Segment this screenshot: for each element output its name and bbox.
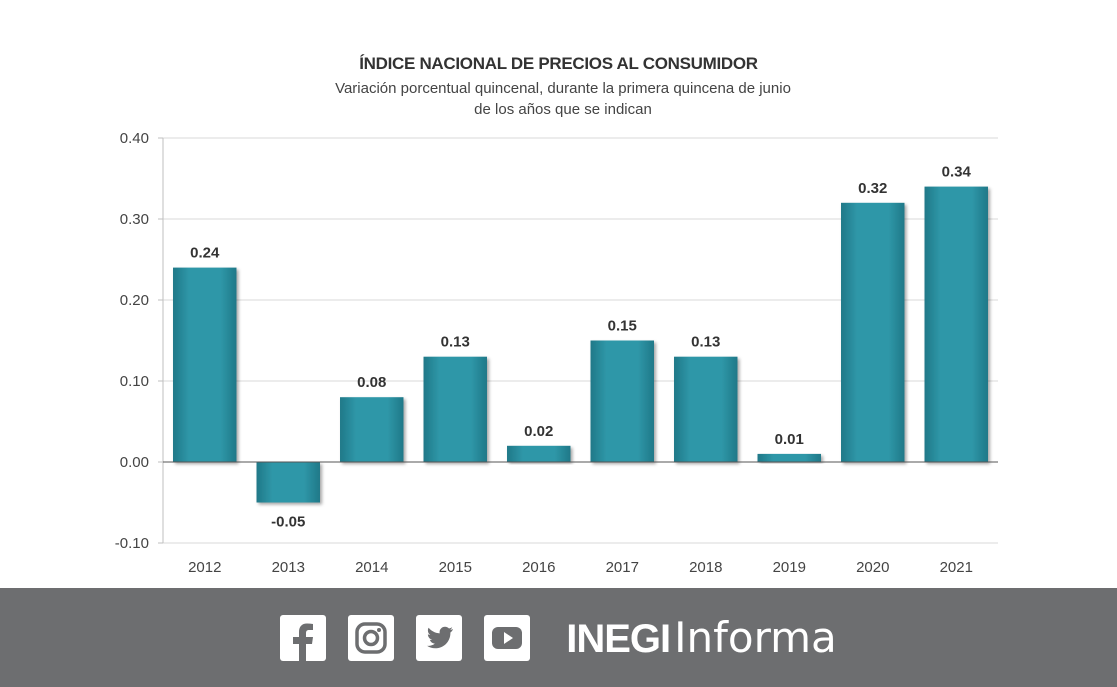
y-tick-label: -0.10 xyxy=(115,535,149,552)
bar-2020 xyxy=(841,202,905,463)
data-label-2021: 0.34 xyxy=(942,164,972,181)
data-label-2017: 0.15 xyxy=(608,318,637,335)
bar-2015 xyxy=(423,356,487,462)
x-tick-label: 2015 xyxy=(439,559,472,576)
chart-subtitle: Variación porcentual quincenal, durante … xyxy=(335,80,791,118)
bar-2016 xyxy=(507,445,571,462)
bar-chart: 0.400.300.200.100.00-0.10 0.24-0.050.080… xyxy=(115,130,998,576)
bar-2017 xyxy=(590,340,654,462)
bar-2018 xyxy=(674,356,738,462)
y-tick-label: 0.10 xyxy=(120,373,149,390)
y-tick-label: 0.40 xyxy=(120,130,149,147)
bar-2013 xyxy=(256,462,320,503)
bars xyxy=(173,186,988,503)
x-tick-label: 2013 xyxy=(272,559,305,576)
bar-2012 xyxy=(173,267,237,462)
data-label-2013: -0.05 xyxy=(271,514,305,531)
youtube-icon[interactable] xyxy=(484,614,531,661)
brand-informa-text: Informa xyxy=(674,613,837,662)
data-label-2014: 0.08 xyxy=(357,374,386,391)
twitter-icon[interactable] xyxy=(416,614,463,661)
x-tick-label: 2014 xyxy=(355,559,388,576)
data-label-2012: 0.24 xyxy=(190,245,220,262)
inegi-informa-logo[interactable]: INEGI Informa xyxy=(566,613,837,662)
data-label-2018: 0.13 xyxy=(691,334,720,351)
x-tick-label: 2021 xyxy=(940,559,973,576)
data-label-2019: 0.01 xyxy=(775,431,804,448)
instagram-icon[interactable] xyxy=(348,614,395,661)
x-tick-label: 2012 xyxy=(188,559,221,576)
data-label-2015: 0.13 xyxy=(441,334,470,351)
x-tick-label: 2017 xyxy=(606,559,639,576)
x-tick-label: 2018 xyxy=(689,559,722,576)
footer-bar: INEGI Informa xyxy=(0,588,1117,687)
x-tick-label: 2020 xyxy=(856,559,889,576)
x-tick-label: 2019 xyxy=(773,559,806,576)
y-tick-label: 0.20 xyxy=(120,292,149,309)
data-labels: 0.24 -0.05 0.08 0.13 0.02 0.15 0.13 0.01 0.32 0.3… xyxy=(190,164,971,531)
y-axis-ticks: 0.40 0.30 0.20 0.10 0.00 -0.10 xyxy=(115,130,163,552)
chart-area: ÍNDICE NACIONAL DE PRECIOS AL CONSUMIDOR… xyxy=(115,54,998,576)
x-axis-ticks: 2012 2013 2014 2015 2016 2017 2018 2019 2020 2021 xyxy=(188,559,973,576)
bar-2021 xyxy=(924,186,988,462)
chart-title: ÍNDICE NACIONAL DE PRECIOS AL CONSUMIDOR xyxy=(359,54,758,73)
bar-2019 xyxy=(757,453,821,462)
facebook-icon[interactable] xyxy=(280,614,327,661)
bar-2014 xyxy=(340,397,404,462)
social-links xyxy=(280,614,552,661)
data-label-2020: 0.32 xyxy=(858,180,887,197)
y-tick-label: 0.30 xyxy=(120,211,149,228)
x-tick-label: 2016 xyxy=(522,559,555,576)
data-label-2016: 0.02 xyxy=(524,423,553,440)
y-tick-label: 0.00 xyxy=(120,454,149,471)
brand-inegi-text: INEGI xyxy=(566,617,671,661)
